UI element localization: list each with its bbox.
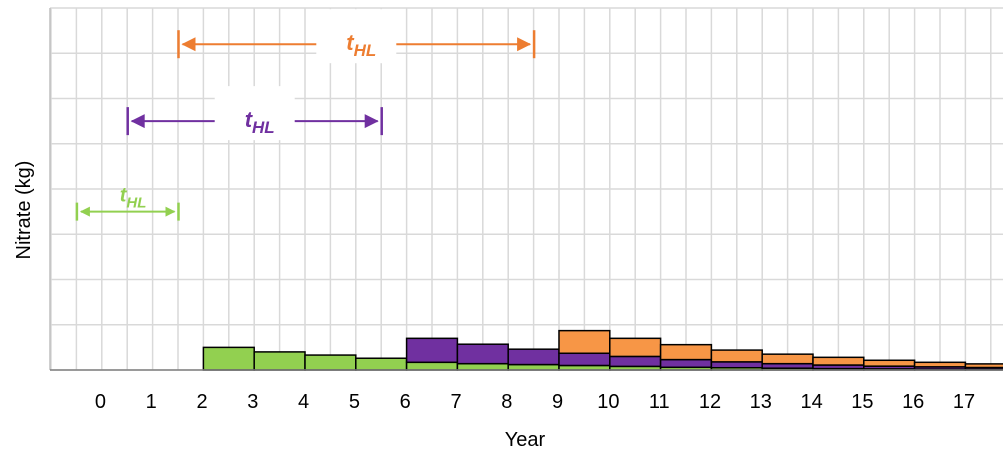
bar-series-3 (812, 356, 865, 366)
thl-label: tHL (120, 185, 147, 212)
bar-series-3 (863, 359, 916, 367)
x-tick-label: 6 (400, 391, 411, 413)
bars (202, 329, 1003, 371)
x-tick-label: 15 (851, 391, 873, 413)
thl-annotation-2: tHL (126, 86, 383, 141)
bar-series-1 (405, 361, 459, 371)
thl-t: t (120, 185, 128, 207)
x-tick-label: 11 (649, 391, 670, 413)
x-tick-label: 10 (597, 391, 619, 413)
bar-series-2 (405, 337, 459, 364)
bar-series-1 (355, 357, 408, 371)
bar-series-2 (456, 343, 509, 365)
x-tick-label: 12 (699, 391, 721, 413)
bar-series-2 (609, 355, 662, 368)
bar-series-3 (964, 363, 1003, 369)
x-tick-label: 9 (552, 391, 563, 413)
arrow-head-left (130, 114, 145, 129)
thl-subscript: HL (252, 118, 275, 137)
bar-series-2 (507, 348, 560, 366)
x-tick-label: 16 (902, 391, 924, 413)
thl-annotation-3: tHL (177, 9, 536, 64)
arrow-head-left (181, 37, 196, 52)
bar-series-3 (609, 337, 662, 358)
x-tick-label: 1 (146, 391, 157, 413)
bar-series-3 (710, 349, 763, 363)
arrow-head-right (165, 206, 176, 217)
x-tick-label: 14 (800, 391, 822, 413)
bar-series-1 (202, 346, 255, 371)
thl-annotation-1: tHL (75, 185, 180, 221)
y-axis-title: Nitrate (kg) (13, 161, 35, 260)
bar-series-1 (253, 351, 306, 371)
thl-label: tHL (346, 30, 376, 60)
thl-subscript: HL (354, 41, 377, 60)
x-tick-label: 7 (450, 391, 461, 413)
label-background (316, 9, 397, 64)
bar-series-1 (456, 362, 509, 371)
x-tick-label: 2 (196, 391, 207, 413)
x-tick-label: 4 (298, 391, 309, 413)
label-background (214, 86, 295, 141)
thl-subscript: HL (126, 195, 146, 212)
thl-t: t (245, 107, 254, 132)
axes: 0123456789101112131415161718 (49, 8, 1003, 413)
x-tick-label: 5 (349, 391, 360, 413)
x-tick-label: 0 (95, 391, 106, 413)
x-tick-label: 17 (953, 391, 975, 413)
bar-series-3 (659, 343, 713, 361)
bar-series-2 (659, 358, 713, 369)
bar-series-1 (304, 354, 357, 371)
x-tick-label: 3 (247, 391, 258, 413)
arrow-head-right (517, 37, 532, 52)
arrow-head-left (79, 206, 90, 217)
bar-series-3 (558, 329, 611, 355)
arrow-head-right (364, 114, 379, 129)
thl-label: tHL (245, 107, 275, 137)
thl-t: t (346, 30, 355, 55)
bar-series-3 (913, 361, 967, 368)
grid (50, 7, 1003, 371)
bar-series-1 (507, 363, 560, 371)
x-tick-label: 13 (750, 391, 772, 413)
bar-series-2 (710, 361, 763, 369)
bar-series-3 (761, 353, 814, 365)
bar-series-2 (558, 352, 611, 367)
x-tick-label: 8 (501, 391, 512, 413)
x-axis-title: Year (505, 429, 546, 451)
